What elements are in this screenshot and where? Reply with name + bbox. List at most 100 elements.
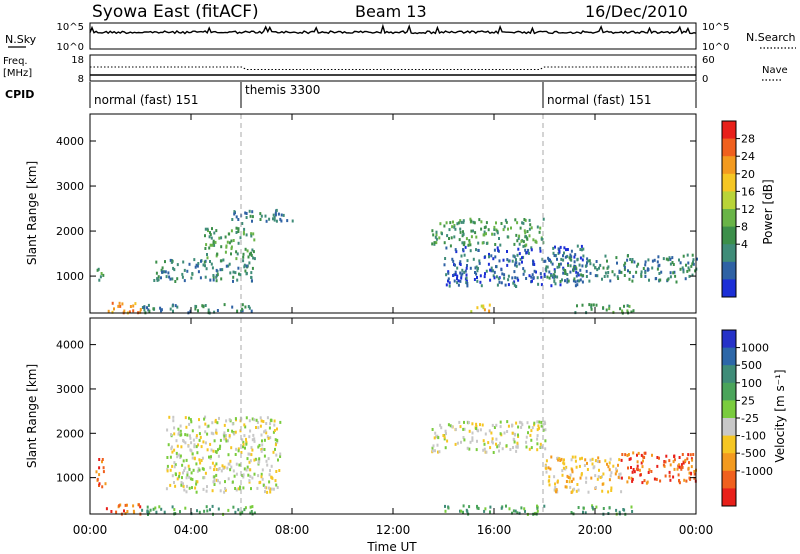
velocity-echo-pixel [618,473,621,476]
velocity-echo-pixel [528,447,531,451]
velocity-echo-pixel [203,509,206,513]
power-echo-pixel [237,218,240,221]
power-echo-pixel [487,262,490,266]
velocity-echo-pixel [539,442,542,446]
power-echo-pixel [182,260,185,264]
velocity-echo-pixel [570,511,573,514]
velocity-echo-pixel [230,465,233,469]
velocity-echo-pixel [658,456,660,460]
velocity-echo-pixel [174,484,177,488]
power-echo-pixel [637,262,640,266]
power-echo-pixel [463,270,466,274]
velocity-echo-pixel [626,454,629,457]
velocity-echo-pixel [198,438,201,442]
velocity-echo-pixel [221,464,224,468]
power-echo-pixel [644,271,647,275]
velocity-echo-pixel [279,420,282,424]
velocity-echo-pixel [223,431,226,435]
velocity-echo-pixel [635,467,638,471]
power-echo-pixel [516,276,519,280]
velocity-echo-pixel [242,445,244,449]
power-echo-pixel [507,259,510,263]
velocity-echo-pixel [176,477,179,481]
velocity-echo-pixel [567,476,570,479]
velocity-echo-pixel [525,435,528,439]
velocity-echo-pixel [249,511,252,515]
velocity-echo-pixel [188,475,191,479]
velocity-echo-pixel [228,418,231,422]
velocity-colorbar-segment [722,347,736,366]
power-echo-pixel [516,221,519,225]
power-echo-pixel [152,307,155,311]
power-echo-pixel [431,229,434,233]
power-echo-pixel [692,258,695,262]
power-echo-pixel [606,259,608,263]
velocity-echo-pixel [242,440,245,444]
power-echo-pixel [522,255,525,259]
velocity-echo-pixel [482,448,485,452]
power-echo-pixel [679,267,682,271]
power-echo-pixel [463,241,466,245]
power-echo-pixel [679,261,682,265]
power-echo-pixel [626,258,629,262]
velocity-echo-pixel [505,504,507,508]
power-echo-region [431,217,545,248]
power-echo-pixel [211,227,213,231]
velocity-echo-pixel [499,441,501,445]
velocity-echo-pixel [436,443,439,447]
power-echo-pixel [528,234,531,238]
velocity-echo-pixel [609,457,612,461]
power-echo-pixel [485,221,488,225]
velocity-echo-pixel [274,443,277,447]
velocity-echo-pixel [509,448,512,451]
power-echo-pixel [433,242,436,246]
velocity-echo-pixel [96,477,99,481]
velocity-echo-pixel [668,459,671,463]
velocity-echo-pixel [682,461,685,465]
power-echo-pixel [470,235,473,239]
power-echo-pixel [143,305,146,309]
power-echo-pixel [445,246,448,250]
power-echo-pixel [519,226,522,230]
velocity-echo-pixel [544,439,547,443]
velocity-echo-pixel [180,433,183,437]
power-echo-pixel [98,278,101,282]
velocity-echo-pixel [190,441,193,445]
power-echo-pixel [483,255,486,259]
velocity-echo-pixel [269,490,272,494]
power-echo-pixel [564,269,567,273]
power-echo-pixel [691,273,694,277]
power-echo-pixel [176,277,179,281]
power-echo-pixel [468,239,471,243]
velocity-echo-pixel [536,437,539,441]
power-echo-pixel [515,284,518,288]
velocity-echo-pixel [224,488,227,492]
velocity-echo-pixel [217,448,219,452]
power-echo-pixel [569,253,572,257]
power-echo-pixel [251,279,253,283]
velocity-echo-pixel [213,483,216,486]
velocity-echo-pixel [620,490,623,494]
velocity-echo-pixel [688,471,691,475]
power-echo-pixel [232,270,235,274]
velocity-echo-pixel [171,464,174,468]
power-echo-pixel [273,215,276,219]
power-echo-pixel [596,268,599,272]
velocity-echo-pixel [586,468,589,471]
velocity-echo-pixel [173,481,175,484]
velocity-echo-pixel [189,477,192,481]
power-echo-pixel [460,254,463,258]
power-echo-pixel [586,261,588,265]
velocity-echo-pixel [591,457,594,461]
power-echo-pixel [249,214,252,218]
velocity-echo-pixel [268,473,271,477]
velocity-echo-pixel [640,453,643,457]
power-echo-pixel [235,250,238,254]
velocity-echo-pixel [223,490,226,494]
cpid-panel: CPID normal (fast) 151 themis 3300 norma… [5,82,697,108]
power-echo-pixel [611,270,614,274]
velocity-echo-pixel [204,422,207,426]
power-echo-pixel [496,283,499,287]
power-echo-pixel [527,248,530,252]
velocity-echo-pixel [178,474,181,478]
